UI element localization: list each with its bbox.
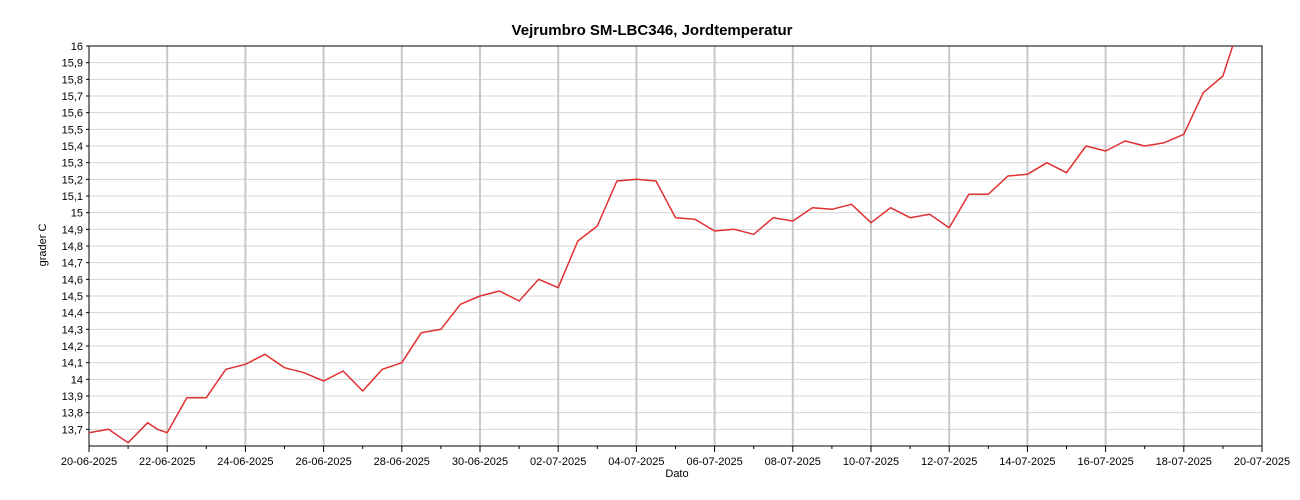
x-tick-label: 18-07-2025 [1156,456,1212,468]
x-tick-label: 04-07-2025 [608,456,664,468]
y-tick-label: 13,7 [62,424,83,436]
y-tick-label: 16 [71,41,83,53]
x-tick-label: 14-07-2025 [999,456,1055,468]
x-tick-label: 02-07-2025 [530,456,586,468]
y-tick-label: 15,1 [62,191,83,203]
y-axis: 13,7 13,8 13,9 14 14,1 14,2 14,3 14,4 14,5 14,6 14… [62,41,89,436]
y-tick-label: 14,5 [62,291,83,303]
y-tick-label: 15 [71,208,83,220]
x-tick-label: 28-06-2025 [374,456,430,468]
y-tick-label: 15,2 [62,174,83,186]
x-tick-label: 22-06-2025 [139,456,195,468]
series-group [88,45,1234,444]
y-tick-label: 14,1 [62,358,83,370]
y-axis-label: grader C [37,224,49,267]
grid-lines [89,45,1262,446]
y-tick-label: 14,2 [62,341,83,353]
y-tick-label: 13,8 [62,408,83,420]
y-tick-label: 15,7 [62,91,83,103]
y-tick-label: 14,8 [62,241,83,253]
x-tick-label: 12-07-2025 [921,456,977,468]
x-tick-label: 06-07-2025 [686,456,742,468]
x-tick-label: 16-07-2025 [1077,456,1133,468]
y-tick-label: 14,7 [62,258,83,270]
y-tick-label: 13,9 [62,391,83,403]
x-tick-label: 26-06-2025 [295,456,351,468]
x-axis: 20-06-2025 22-06-2025 24-06-2025 26-06-2025… [61,446,1290,468]
y-tick-label: 15,8 [62,74,83,86]
x-tick-label: 30-06-2025 [452,456,508,468]
y-tick-label: 15,6 [62,108,83,120]
y-tick-label: 14 [71,374,83,386]
series-line [88,45,1234,444]
y-tick-label: 15,9 [62,58,83,70]
x-tick-label: 20-07-2025 [1234,456,1290,468]
x-axis-label: Dato [665,468,688,480]
y-tick-label: 15,4 [62,141,83,153]
y-tick-label: 14,6 [62,274,83,286]
y-tick-label: 15,5 [62,124,83,136]
y-tick-label: 15,3 [62,158,83,170]
y-tick-label: 14,4 [62,308,83,320]
x-tick-label: 24-06-2025 [217,456,273,468]
x-tick-label: 20-06-2025 [61,456,117,468]
y-tick-label: 14,9 [62,224,83,236]
x-tick-label: 10-07-2025 [843,456,899,468]
y-tick-label: 14,3 [62,324,83,336]
x-tick-label: 08-07-2025 [765,456,821,468]
chart-title: Vejrumbro SM-LBC346, Jordtemperatur [512,22,793,39]
